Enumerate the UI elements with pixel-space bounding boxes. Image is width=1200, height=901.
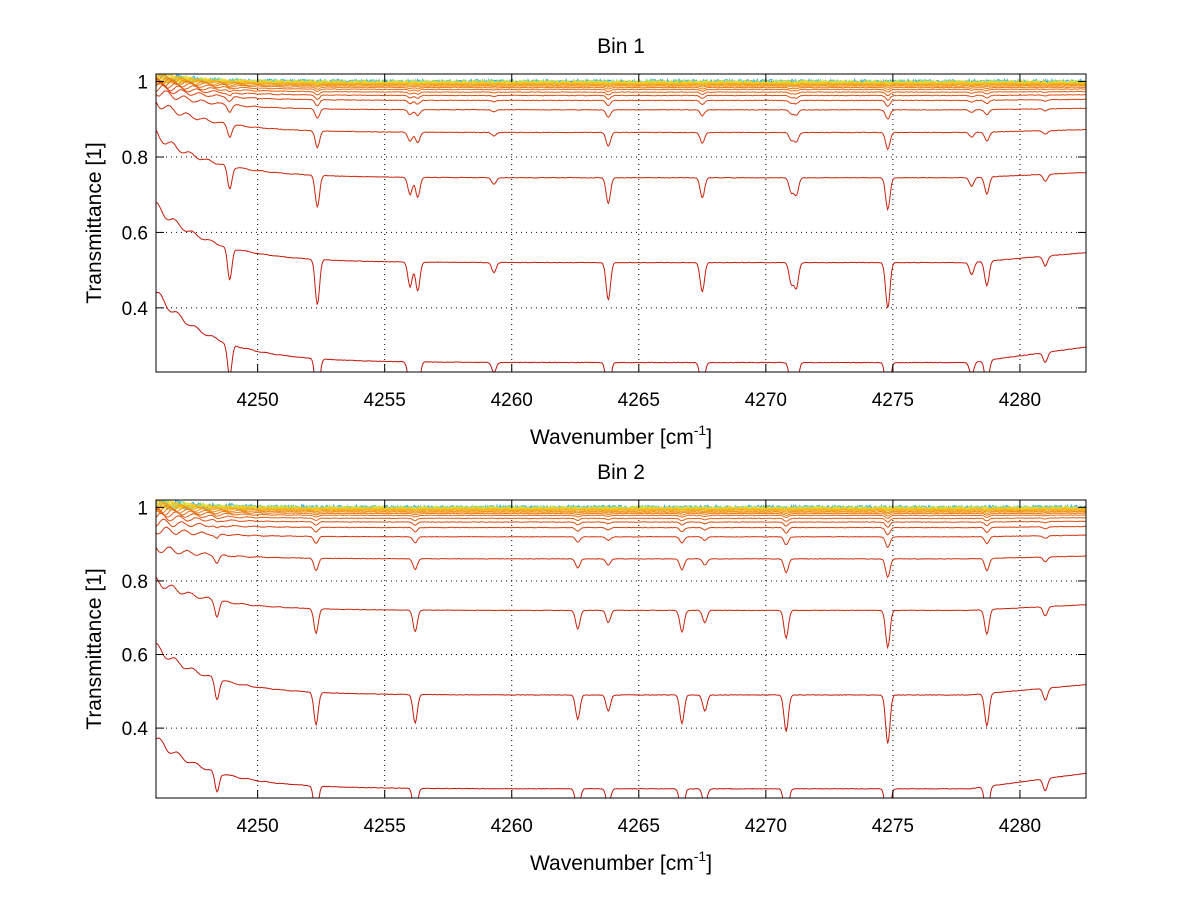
series-group: [156, 74, 1086, 372]
series-line-9: [156, 506, 1086, 519]
series-line-2: [156, 642, 1086, 744]
y-tick-label: 0.4: [122, 719, 149, 740]
y-tick-label: 0.6: [122, 223, 148, 244]
series-line-6: [156, 84, 1086, 107]
series-line-5: [156, 90, 1086, 120]
series-line-3: [156, 576, 1086, 650]
x-axis-label: Wavenumber [cm-1]: [530, 422, 712, 449]
y-tick-label: 0.4: [122, 299, 149, 320]
series-line-13: [156, 501, 1086, 512]
x-tick-label: 4280: [999, 816, 1041, 837]
chart-panel-2: 4250 4255 4260 4265 4270 4275 4280 0.4 0.6 0.8 1 Bi…: [83, 461, 1087, 875]
y-tick-label: 1: [137, 73, 148, 94]
y-axis-label: Transmittance [1]: [83, 568, 106, 729]
chart-title: Bin 2: [597, 461, 645, 484]
series-line-11: [156, 77, 1086, 89]
series-line-7: [156, 512, 1086, 528]
series-line-1: [156, 291, 1086, 372]
series-line-14: [156, 74, 1086, 86]
x-tick-label: 4275: [872, 816, 914, 837]
axes-box: [155, 73, 1087, 373]
series-group: [156, 500, 1086, 798]
plot-area: [156, 500, 1086, 798]
series-line-10: [156, 506, 1086, 517]
series-line-1: [156, 737, 1086, 798]
series-line-3: [156, 129, 1086, 212]
plot-area: [156, 74, 1086, 372]
chart-title: Bin 1: [597, 35, 645, 58]
x-tick-label: 4265: [618, 816, 660, 837]
x-tick-label: 4270: [745, 816, 787, 837]
axes-box: [155, 499, 1087, 799]
series-line-12: [156, 74, 1086, 87]
y-tick-label: 0.8: [122, 572, 148, 593]
x-tick-label: 4250: [236, 816, 278, 837]
y-tick-label: 0.6: [122, 646, 148, 667]
series-line-9: [156, 76, 1086, 93]
x-tick-label: 4275: [872, 390, 914, 411]
x-tick-label: 4260: [491, 816, 533, 837]
series-line-12: [156, 502, 1086, 513]
x-tick-label: 4260: [491, 390, 533, 411]
y-tick-label: 0.8: [122, 148, 148, 169]
chart-panel-1: 4250 4255 4260 4265 4270 4275 4280 0.4 0.6 0.8 1 Bi…: [83, 35, 1087, 449]
x-tick-label: 4255: [364, 390, 406, 411]
x-tick-label: 4265: [618, 390, 660, 411]
series-line-4: [156, 546, 1086, 579]
x-tick-label: 4250: [236, 390, 278, 411]
series-line-10: [156, 77, 1086, 90]
series-line-7: [156, 81, 1086, 101]
x-tick-label: 4255: [364, 816, 406, 837]
series-line-6: [156, 518, 1086, 536]
series-line-5: [156, 526, 1086, 549]
series-line-2: [156, 201, 1086, 308]
series-line-15: [156, 500, 1086, 512]
x-tick-label: 4280: [999, 390, 1041, 411]
x-axis-label: Wavenumber [cm-1]: [530, 848, 712, 875]
series-line-8: [156, 508, 1086, 523]
series-line-11: [156, 504, 1086, 515]
series-line-8: [156, 78, 1086, 97]
x-tick-label: 4270: [745, 390, 787, 411]
y-axis-label: Transmittance [1]: [83, 142, 106, 303]
y-tick-label: 1: [137, 498, 148, 519]
series-line-4: [156, 101, 1086, 151]
